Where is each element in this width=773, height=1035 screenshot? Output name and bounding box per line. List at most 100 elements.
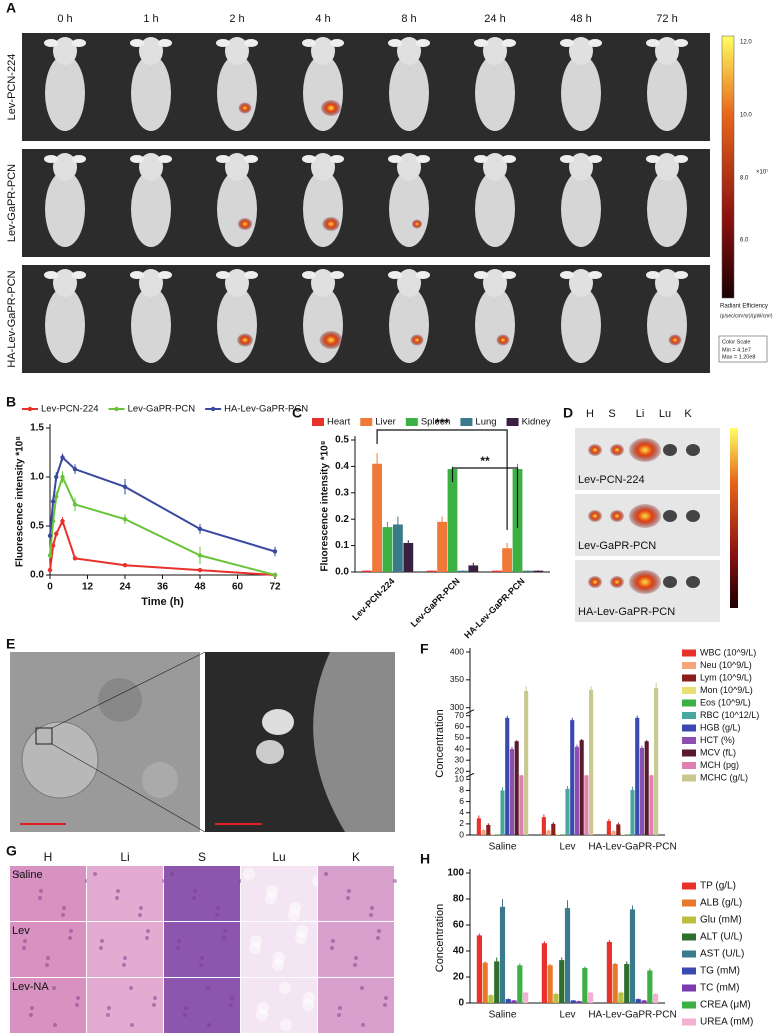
organ-label: S [608,408,615,420]
significance-bracket [451,467,519,528]
mouse-ear [330,271,344,279]
point [197,553,203,558]
row-label: Lev-PCN-224 [6,54,18,121]
panel-a: 0 h 1 h 2 h 4 h 8 h 24 h 48 h 72 h Lev-PCN-224 Le… [6,13,710,373]
histology-texture [138,913,142,917]
bar [437,521,447,572]
mouse-ear [388,39,402,47]
histology-texture [302,999,314,1011]
signal [238,102,252,114]
organ-label: Li [120,850,129,864]
legend-swatch [682,712,696,719]
ivis-image-row [22,149,710,257]
bar [635,717,640,835]
legend-label: Kidney [522,417,551,428]
bar [616,824,621,835]
organ [686,510,700,522]
mouse-ear [72,39,86,47]
colorbar-tick: 6.0 [740,238,749,244]
mouse-head [397,153,421,181]
histology-texture [280,1019,292,1031]
mouse [561,171,601,247]
histology-image [87,866,163,921]
organ [663,444,677,456]
mouse-ear [216,39,230,47]
mouse-head [655,37,679,65]
mouse-head [483,153,507,181]
histology-image [87,978,163,1033]
colorbar [721,35,735,299]
legend-label: TP (g/L) [700,881,736,892]
x-tick-label: 72 [269,582,281,593]
histology-texture [170,872,174,876]
tem-texture [98,678,142,722]
legend-swatch [27,406,33,412]
x-tick-label: 24 [119,582,131,593]
mouse-ear [388,155,402,163]
mouse-ear [330,39,344,47]
histology-texture [93,872,97,876]
y-tick-label: 20 [455,766,465,776]
colorbar-title: Radiant Efficiency [720,304,768,310]
panel-label: A [6,0,16,16]
x-axis-label: Time (h) [141,596,184,608]
bar [524,690,529,835]
color-scale-min: Min = 4.1e7 [722,347,751,353]
mouse [303,55,343,131]
mouse-ear [588,155,602,163]
tem-texture [142,762,178,798]
bar [618,992,624,1003]
bar [653,993,659,1003]
histology-texture [53,1023,57,1027]
x-tick-label: 12 [82,582,94,593]
legend-swatch [682,699,696,707]
legend-swatch [682,933,696,941]
y-tick-label: 6 [459,796,464,806]
point [60,455,65,460]
color-scale-title: Color Scale [722,339,750,345]
mouse-head [311,37,335,65]
organ [686,576,700,588]
histology-texture [223,929,227,933]
time-label: 24 h [484,13,505,25]
mouse-ear [158,155,172,163]
histology-texture [192,896,196,900]
colorbar-tick: 8.0 [740,176,749,182]
organ-label: Lu [272,850,285,864]
bar [649,775,654,835]
mouse-ear [646,155,660,163]
mouse [131,55,171,131]
row-label: Lev-PCN-224 [578,474,645,486]
mouse [475,287,515,363]
histology-texture [215,913,219,917]
organ-label: K [684,408,692,420]
histology-texture [69,929,73,933]
y-tick-label: 0.5 [30,521,44,532]
histology-texture [30,1006,34,1010]
mouse-ear [244,39,258,47]
bar [541,943,547,1003]
x-tick-label: 0 [47,582,53,593]
mouse-ear [216,155,230,163]
tem-particle [256,740,284,764]
bar [576,1001,582,1003]
point [54,531,59,537]
histology-texture [193,889,197,893]
y-tick-label: 2 [459,818,464,828]
mouse-ear [130,155,144,163]
point [122,563,128,568]
histology-texture [177,939,181,943]
histology-texture [361,1023,365,1027]
y-tick-label: 400 [450,646,464,656]
mouse-head [311,153,335,181]
mouse-ear [502,271,516,279]
ivis-image-row [22,33,710,141]
legend-swatch [682,737,696,744]
mouse [131,287,171,363]
x-tick-label: Lev-GaPR-PCN [409,576,462,629]
y-tick-label: 300 [450,702,464,712]
mouse-head [139,269,163,297]
mouse [303,171,343,247]
mouse-ear [646,271,660,279]
legend-label: Lung [475,417,496,428]
